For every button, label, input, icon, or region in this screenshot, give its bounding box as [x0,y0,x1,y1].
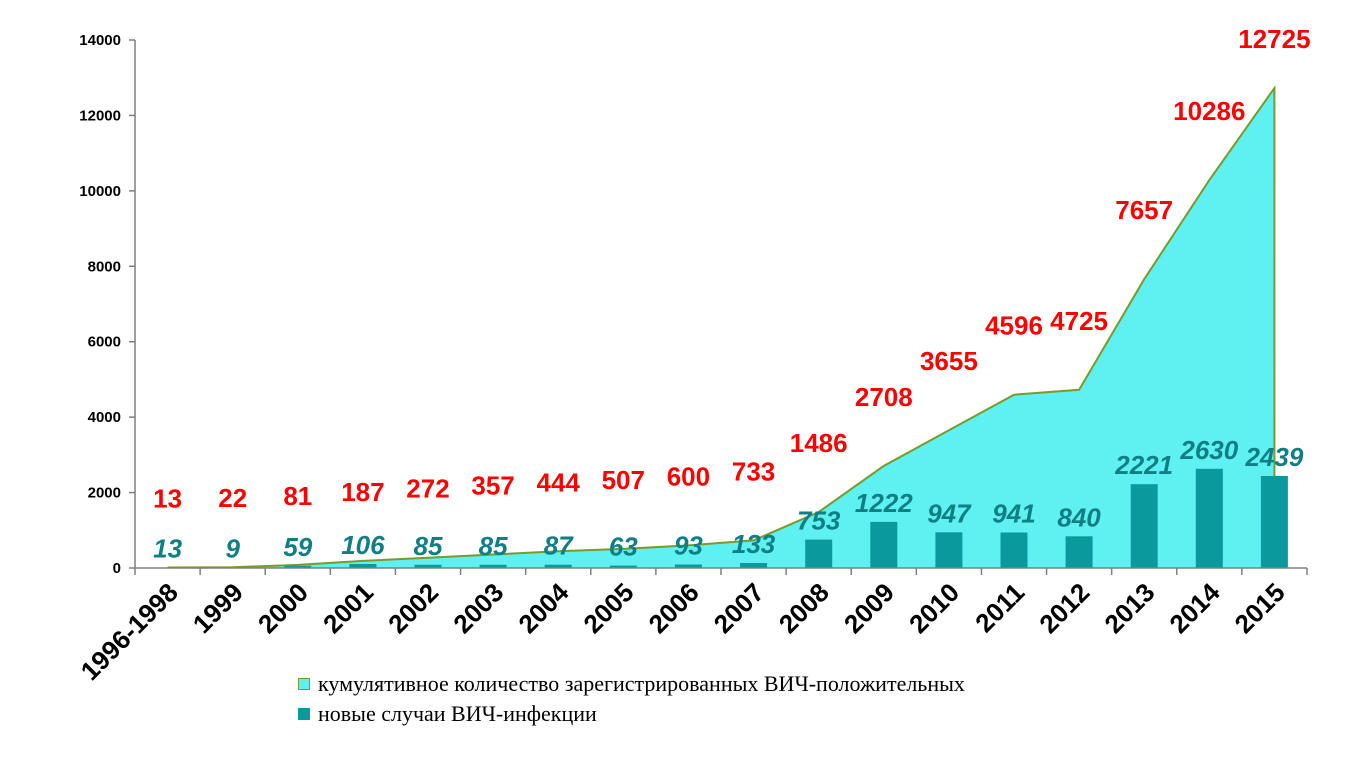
x-tick-label: 1999 [187,577,249,639]
y-tick-label: 10000 [79,183,121,200]
new-cases-value-label: 106 [341,530,385,560]
x-tick-label: 2015 [1229,577,1291,639]
x-tick-label: 2014 [1163,577,1225,639]
x-tick-label: 2002 [382,577,444,639]
y-tick-label: 4000 [88,409,121,426]
x-tick-label: 2004 [512,577,574,639]
cumulative-value-label: 4596 [985,311,1043,341]
cumulative-value-label: 10286 [1173,96,1245,126]
new-cases-value-label: 133 [732,529,776,559]
y-tick-label: 6000 [88,334,121,351]
legend-swatch-cumulative [298,678,310,690]
legend-label-new-cases: новые случаи ВИЧ-инфекции [318,701,597,726]
new-cases-value-label: 941 [992,499,1035,529]
cumulative-value-label: 187 [341,477,384,507]
cumulative-value-label: 7657 [1115,195,1173,225]
data-labels: 13 22 81 187 272 357 444 507 600 7331486270836554… [153,24,1310,564]
new-cases-bar [935,532,963,568]
y-tick-label: 0 [113,560,121,577]
cumulative-line [167,84,1276,569]
new-cases-value-label: 93 [674,531,703,561]
cumulative-value-label: 2708 [855,382,913,412]
new-cases-value-label: 87 [544,531,574,561]
new-cases-bar [1260,476,1288,568]
x-tick-label: 2005 [577,577,639,639]
cumulative-value-label: 507 [602,465,645,495]
new-cases-bar [1130,484,1158,568]
new-cases-bar [544,564,572,568]
cumulative-value-label: 4725 [1050,306,1108,336]
new-cases-bar [740,563,768,568]
y-tick-label: 14000 [79,32,121,49]
legend-swatch-new-cases [298,708,310,720]
x-tick-label: 2009 [838,577,900,639]
cumulative-value-label: 600 [667,461,710,491]
new-cases-value-label: 2630 [1179,435,1238,465]
cumulative-area [167,88,1275,568]
new-cases-value-label: 753 [797,506,841,536]
new-cases-value-label: 947 [927,498,972,528]
y-tick-label: 12000 [79,107,121,124]
cumulative-value-label: 444 [537,467,581,497]
new-cases-value-label: 63 [609,532,638,562]
new-cases-bar [1195,468,1223,568]
x-tick-label: 2001 [317,577,379,639]
new-cases-value-label: 9 [225,534,240,564]
new-cases-bar [414,564,442,568]
x-tick-label: 2000 [252,577,314,639]
y-tick-label: 8000 [88,258,121,275]
new-cases-bar [284,565,312,568]
new-cases-bar [805,539,833,568]
new-cases-bar [674,564,702,568]
legend-item-new-cases: новые случаи ВИЧ-инфекции [298,699,965,729]
cumulative-value-label: 733 [732,456,775,486]
new-cases-bar [349,564,377,568]
x-tick-label: 2007 [708,577,770,639]
new-cases-value-label: 2439 [1244,442,1303,472]
x-tick-label: 1996-1998 [75,577,184,686]
x-tick-label: 2012 [1033,577,1095,639]
new-cases-bar [1065,536,1093,568]
new-cases-bar [609,565,637,568]
x-tick-label: 2011 [969,577,1030,638]
new-cases-bar-layer [154,468,1288,568]
cumulative-value-label: 13 [153,484,182,514]
cumulative-value-label: 81 [283,481,312,511]
new-cases-value-label: 840 [1057,502,1101,532]
cumulative-value-label: 3655 [920,346,978,376]
cumulative-value-label: 22 [218,483,247,513]
cumulative-value-label: 357 [471,471,514,501]
cumulative-value-label: 12725 [1238,24,1310,54]
x-tick-label: 2013 [1098,577,1160,639]
legend: кумулятивное количество зарегистрированн… [298,669,965,729]
cumulative-value-label: 1486 [790,428,848,458]
new-cases-value-label: 59 [283,532,312,562]
x-tick-label: 2003 [447,577,509,639]
new-cases-bar [479,564,507,568]
new-cases-value-label: 85 [414,531,443,561]
x-tick-label: 2010 [903,577,965,639]
new-cases-value-label: 85 [479,531,508,561]
x-tick-label: 2008 [773,577,835,639]
x-tick-label: 2006 [643,577,705,639]
new-cases-bar [870,521,898,568]
new-cases-value-label: 2221 [1114,450,1173,480]
new-cases-value-label: 13 [153,534,182,564]
legend-label-cumulative: кумулятивное количество зарегистрированн… [318,671,965,696]
cumulative-area-layer [167,84,1276,569]
new-cases-value-label: 1222 [855,488,913,518]
new-cases-bar [1000,532,1028,568]
y-tick-label: 2000 [88,485,121,502]
cumulative-value-label: 272 [406,474,449,504]
legend-item-cumulative: кумулятивное количество зарегистрированн… [298,669,965,699]
